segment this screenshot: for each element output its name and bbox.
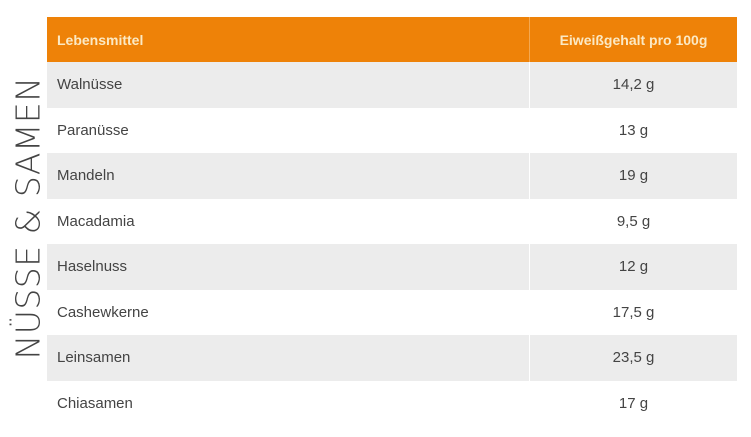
table-row: Chiasamen 17 g [47, 380, 737, 426]
protein-cell: 23,5 g [529, 335, 737, 381]
protein-cell: 19 g [529, 153, 737, 199]
category-label: NÜSSE & SAMEN [8, 76, 48, 360]
food-cell: Cashewkerne [47, 289, 530, 335]
header-row: Lebensmittel Eiweißgehalt pro 100g [47, 17, 737, 62]
table-row: Leinsamen 23,5 g [47, 335, 737, 381]
protein-cell: 13 g [529, 107, 737, 153]
protein-cell: 14,2 g [529, 62, 737, 108]
protein-cell: 12 g [529, 244, 737, 290]
table-row: Haselnuss 12 g [47, 244, 737, 290]
table-row: Paranüsse 13 g [47, 107, 737, 153]
protein-table: Lebensmittel Eiweißgehalt pro 100g Walnü… [47, 17, 737, 426]
table-row: Mandeln 19 g [47, 153, 737, 199]
table-row: Walnüsse 14,2 g [47, 62, 737, 108]
food-cell: Leinsamen [47, 335, 530, 381]
food-cell: Walnüsse [47, 62, 530, 108]
food-cell: Paranüsse [47, 107, 530, 153]
protein-cell: 17 g [529, 380, 737, 426]
protein-cell: 17,5 g [529, 289, 737, 335]
food-cell: Haselnuss [47, 244, 530, 290]
header-food: Lebensmittel [47, 17, 530, 62]
table-row: Macadamia 9,5 g [47, 198, 737, 244]
table-row: Cashewkerne 17,5 g [47, 289, 737, 335]
food-cell: Mandeln [47, 153, 530, 199]
food-cell: Macadamia [47, 198, 530, 244]
header-protein: Eiweißgehalt pro 100g [529, 17, 737, 62]
protein-cell: 9,5 g [529, 198, 737, 244]
food-cell: Chiasamen [47, 380, 530, 426]
